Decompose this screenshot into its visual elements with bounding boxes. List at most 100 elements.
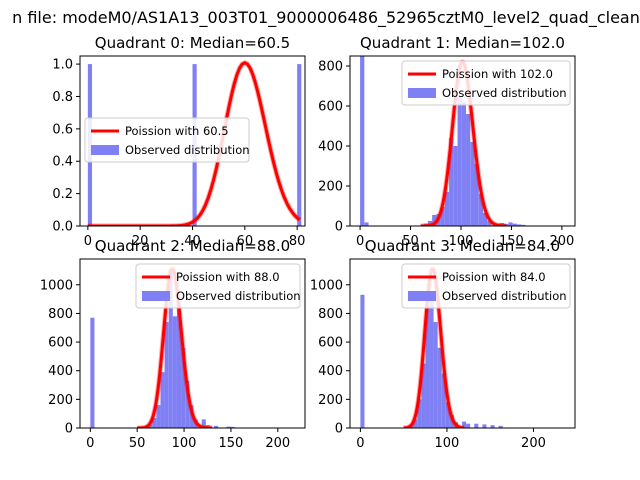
legend-entry-observed: Observed distribution [442, 289, 567, 303]
histogram-bar [417, 399, 422, 428]
legend: Poission with 60.5 Observed distribution [84, 117, 250, 163]
histogram-bar [490, 425, 495, 428]
y-tick-label: 200 [318, 180, 343, 195]
x-tick-label: 100 [449, 234, 474, 249]
legend: Poission with 102.0 Observed distribution [401, 60, 571, 106]
histogram-bar [364, 222, 369, 226]
histogram-bar [176, 301, 182, 428]
histogram-bar [449, 415, 454, 428]
y-tick-label: 400 [48, 364, 73, 379]
x-tick-label: 0 [356, 436, 364, 451]
histogram-bar [168, 270, 173, 428]
figure-suptitle: n file: modeM0/AS1A13_003T01_9000006486_… [12, 8, 640, 28]
legend-bar-swatch [408, 291, 436, 301]
histogram-bar [474, 423, 479, 428]
y-tick-label: 1.0 [52, 58, 73, 73]
y-tick-label: 600 [48, 336, 73, 351]
histogram-bar [164, 322, 169, 428]
y-tick-label: 0.8 [52, 90, 73, 105]
y-tick-label: 200 [318, 393, 343, 408]
legend-entry-fit: Poission with 102.0 [442, 67, 553, 81]
legend: Poission with 88.0 Observed distribution [135, 263, 301, 309]
legend-box [135, 263, 301, 309]
histogram-bar [487, 221, 492, 226]
histogram-bar [433, 322, 438, 428]
axes-frame [349, 258, 576, 429]
y-tick-label: 0.0 [52, 220, 73, 235]
histogram-bar [201, 419, 206, 428]
histogram-bar [444, 192, 450, 226]
y-tick-label: 800 [48, 307, 73, 322]
histogram-bar [453, 146, 458, 226]
histogram-bar [478, 194, 483, 226]
histogram-bar [429, 299, 434, 428]
x-tick-label: 100 [435, 436, 460, 451]
panel-quadrant-0: 0 20 40 60 80 0.0 0.2 0.4 0.6 0.8 1.0 Quadrant 0: M… [52, 34, 306, 249]
histogram-bar [185, 380, 190, 428]
histogram-bar [508, 222, 513, 226]
panel-title: Quadrant 1: Median=102.0 [360, 34, 565, 52]
y-tick-label: 0 [335, 422, 343, 437]
histogram-bar [360, 294, 365, 428]
histogram-bar [516, 224, 522, 226]
y-tick-label: 400 [318, 140, 343, 155]
histogram-bar [172, 316, 177, 428]
y-tick-label: 400 [318, 364, 343, 379]
panels: 0 20 40 60 80 0.0 0.2 0.4 0.6 0.8 1.0 Quadrant 0: M… [40, 34, 576, 451]
histogram-bar [474, 164, 479, 226]
y-tick-label: 0 [335, 220, 343, 235]
legend-bar-swatch [142, 291, 170, 301]
legend-entry-fit: Poission with 88.0 [176, 270, 280, 284]
histogram-bar [470, 142, 475, 226]
histogram-bar [445, 402, 450, 428]
histogram-bar [230, 426, 235, 428]
x-tick-label: 150 [499, 234, 524, 249]
legend-entry-fit: Poission with 84.0 [442, 270, 546, 284]
axes-frame [349, 55, 576, 227]
legend: Poission with 84.0 Observed distribution [401, 263, 571, 309]
y-tick-label: 0 [65, 422, 73, 437]
x-tick-label: 40 [184, 234, 201, 249]
histogram-bar [441, 373, 446, 428]
y-tick-label: 0.4 [52, 155, 73, 170]
histogram-bar [214, 425, 219, 428]
y-tick-label: 600 [318, 100, 343, 115]
x-tick-label: 80 [289, 234, 306, 249]
histogram-bar [421, 363, 426, 428]
histogram-bar [521, 224, 526, 226]
histogram-bar [413, 419, 418, 428]
x-tick-label: 0 [84, 234, 92, 249]
legend-entry-observed: Observed distribution [442, 86, 567, 100]
histogram-bar [425, 306, 430, 428]
panel-title: Quadrant 3: Median=84.0 [365, 237, 560, 255]
histogram-bar [156, 405, 161, 428]
histogram-bar [360, 56, 365, 226]
x-tick-label: 200 [521, 436, 546, 451]
histogram-bar [482, 213, 488, 226]
y-tick-label: 0.6 [52, 122, 73, 137]
x-tick-label: 50 [402, 234, 419, 249]
histogram-bar [181, 347, 186, 428]
histogram-bar [226, 426, 231, 428]
histogram-bar [461, 102, 467, 226]
panel-quadrant-1: 0 50 100 150 200 0 200 400 600 800 Quadrant 1: Med… [318, 34, 576, 249]
y-tick-label: 200 [48, 393, 73, 408]
legend-box [84, 117, 250, 163]
x-tick-label: 100 [172, 436, 197, 451]
panel-title: Quadrant 2: Median=88.0 [95, 237, 290, 255]
histogram-bar [482, 424, 487, 428]
y-tick-label: 600 [318, 336, 343, 351]
histogram-bar [457, 96, 462, 226]
histogram-bar [189, 405, 194, 428]
legend-entry-observed: Observed distribution [125, 143, 250, 157]
histogram-bar [297, 64, 302, 226]
x-tick-label: 150 [219, 436, 244, 451]
histogram-bar [449, 138, 454, 226]
y-tick-label: 0.2 [52, 187, 73, 202]
y-tick-label: 1000 [40, 278, 73, 293]
histogram-bar [427, 221, 433, 226]
y-tick-label: 1000 [310, 278, 343, 293]
histogram-bar [512, 223, 517, 226]
